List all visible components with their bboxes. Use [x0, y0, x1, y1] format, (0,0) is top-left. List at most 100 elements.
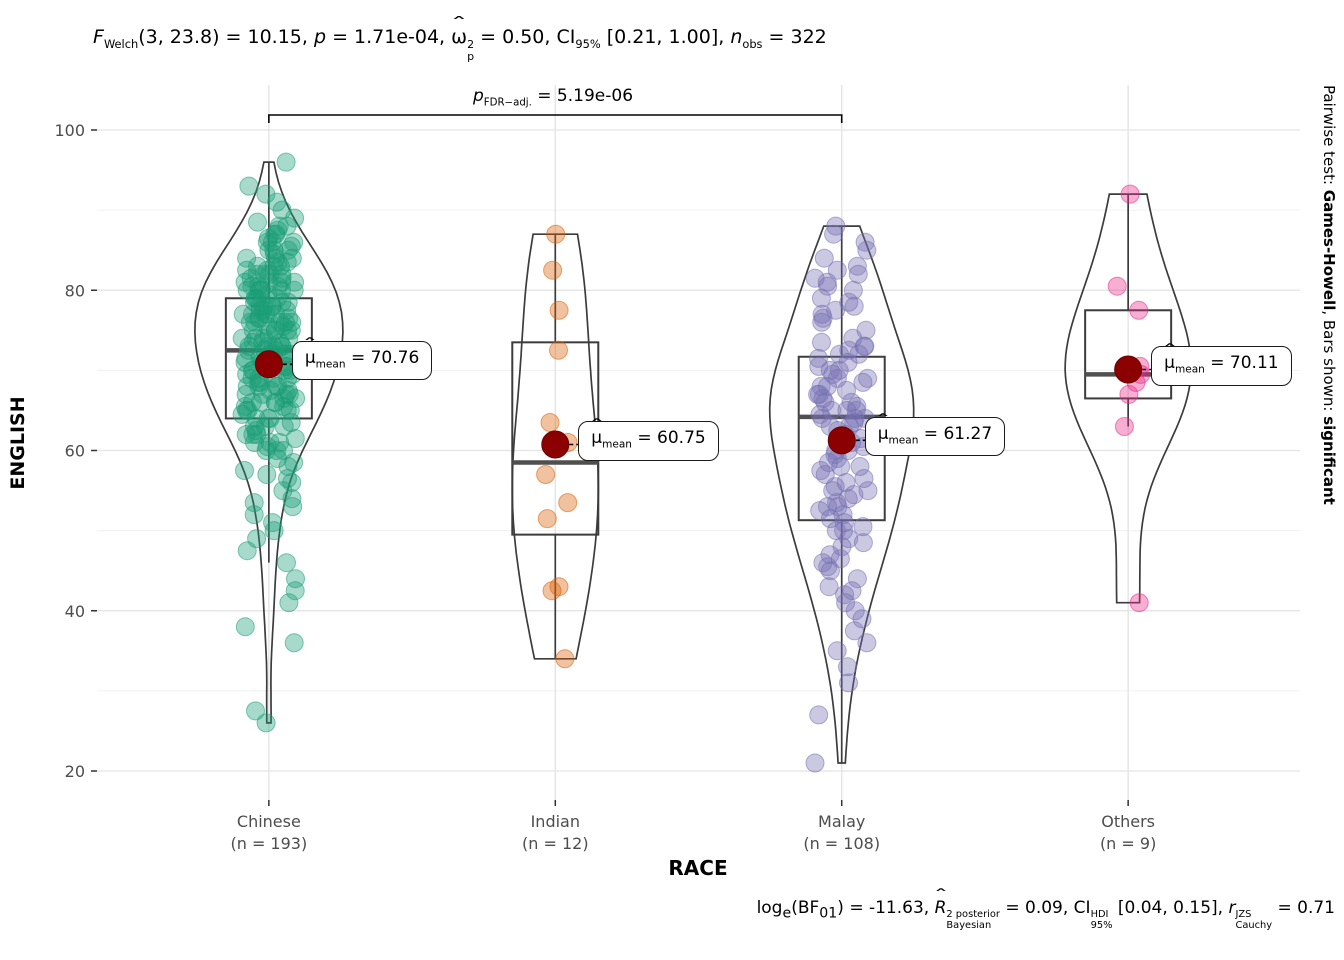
y-tick-label: 60 — [65, 442, 85, 461]
data-point — [555, 649, 575, 669]
group-malay — [768, 216, 915, 773]
mean-label-others: μ ˆ mean = 70.11 — [1151, 343, 1292, 386]
data-point — [819, 453, 839, 472]
stat-n: n — [730, 26, 743, 48]
data-point — [274, 396, 294, 416]
y-tick-label: 80 — [65, 281, 85, 300]
data-point — [848, 264, 868, 284]
data-point — [277, 553, 296, 573]
data-point — [268, 449, 287, 468]
data-points — [536, 224, 578, 669]
data-point — [833, 505, 853, 525]
data-point — [815, 392, 835, 412]
data-point — [274, 388, 294, 408]
data-point — [837, 380, 856, 400]
stat-p: p — [313, 26, 327, 48]
data-point — [237, 248, 257, 268]
x-tick-label: Chinese — [237, 812, 301, 831]
data-point — [546, 224, 566, 244]
data-point — [284, 633, 304, 653]
data-point — [853, 372, 873, 392]
data-point — [542, 581, 562, 601]
data-point — [237, 364, 257, 384]
data-point — [805, 753, 825, 773]
data-point — [1129, 300, 1149, 320]
data-point — [242, 276, 262, 296]
data-point — [809, 705, 829, 725]
data-point — [1120, 184, 1140, 204]
data-point — [277, 216, 297, 236]
data-point — [810, 501, 830, 521]
data-point — [264, 521, 284, 541]
y-tick-label: 100 — [54, 121, 85, 140]
data-point — [835, 585, 855, 605]
data-point — [263, 296, 283, 316]
data-point — [275, 312, 295, 332]
data-point — [855, 336, 875, 356]
mean-label-indian: μ ˆ mean = 60.75 — [578, 418, 719, 461]
data-point — [276, 152, 296, 172]
pairwise-p-label: pFDR−adj. = 5.19e-06 — [472, 86, 634, 109]
data-point — [818, 376, 837, 396]
x-axis-title: RACE — [668, 856, 728, 880]
data-point — [820, 561, 840, 581]
data-points — [805, 216, 878, 773]
data-point — [248, 212, 267, 232]
x-tick-label: Indian — [531, 812, 580, 831]
data-point — [285, 429, 305, 448]
data-point — [838, 657, 857, 677]
x-tick-label: Others — [1101, 812, 1155, 831]
data-point — [239, 176, 259, 196]
x-tick-sublabel: (n = 193) — [230, 834, 307, 853]
mean-point — [254, 350, 283, 379]
data-point — [257, 232, 277, 252]
mean-label-chinese: μ ˆ mean = 70.76 — [291, 338, 433, 381]
data-point — [847, 256, 867, 276]
data-point — [260, 408, 280, 428]
data-point — [278, 292, 298, 312]
data-point — [246, 701, 265, 721]
data-point — [253, 332, 273, 352]
data-points — [232, 152, 306, 733]
data-point — [1114, 417, 1134, 436]
data-point — [558, 493, 578, 513]
data-point — [818, 276, 838, 296]
data-point — [236, 425, 256, 444]
data-point — [282, 489, 302, 509]
x-tick-sublabel: (n = 108) — [803, 834, 880, 853]
pairwise-test-note: Pairwise test: Games-Howell, Bars shown:… — [1320, 85, 1338, 505]
data-point — [260, 433, 280, 452]
data-point — [839, 673, 858, 693]
data-point — [285, 581, 305, 601]
data-point — [850, 457, 870, 476]
data-point — [854, 469, 874, 488]
data-point — [537, 509, 557, 529]
y-tick-label: 20 — [65, 762, 85, 781]
data-point — [857, 633, 877, 653]
data-point — [853, 517, 873, 537]
data-point — [257, 465, 277, 484]
data-point — [812, 332, 831, 352]
data-point — [272, 272, 292, 292]
data-point — [812, 408, 832, 428]
y-axis-title: ENGLISH — [7, 396, 29, 490]
y-tick-label: 40 — [65, 602, 85, 621]
data-point — [814, 248, 834, 268]
data-point — [826, 216, 846, 236]
data-point — [843, 280, 863, 300]
axes: 20 40 60 80 100 Chinese (n = 193) Indian (n = 12… — [54, 121, 1156, 853]
x-tick-sublabel: (n = 12) — [522, 834, 589, 853]
data-point — [285, 208, 305, 228]
data-point — [811, 288, 831, 308]
data-point — [844, 621, 864, 641]
data-point — [235, 352, 255, 372]
data-point — [536, 465, 556, 484]
data-point — [245, 433, 264, 452]
data-point — [1129, 593, 1149, 613]
data-point — [1107, 276, 1127, 296]
